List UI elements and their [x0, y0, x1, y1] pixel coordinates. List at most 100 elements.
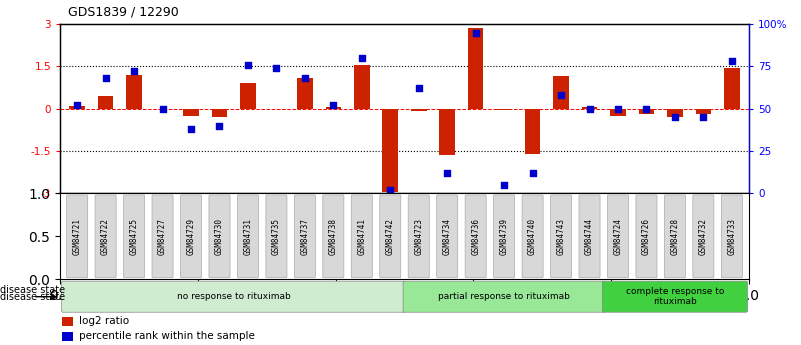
Point	[697, 114, 710, 120]
FancyBboxPatch shape	[62, 281, 406, 312]
Point	[526, 170, 539, 176]
FancyBboxPatch shape	[403, 281, 606, 312]
FancyBboxPatch shape	[237, 195, 259, 278]
Point	[242, 62, 255, 68]
Text: disease state: disease state	[0, 285, 65, 295]
Text: GSM84740: GSM84740	[528, 218, 537, 255]
Text: GSM84726: GSM84726	[642, 218, 651, 255]
Text: log2 ratio: log2 ratio	[78, 316, 129, 326]
Text: GSM84732: GSM84732	[699, 218, 708, 255]
FancyBboxPatch shape	[123, 195, 145, 278]
FancyBboxPatch shape	[522, 195, 543, 278]
FancyBboxPatch shape	[722, 195, 743, 278]
Text: GSM84729: GSM84729	[187, 218, 195, 255]
Point	[583, 106, 596, 111]
Point	[669, 114, 682, 120]
Point	[156, 106, 169, 111]
Bar	[638, 109, 654, 114]
FancyBboxPatch shape	[409, 195, 429, 278]
Text: GSM84739: GSM84739	[500, 218, 509, 255]
FancyBboxPatch shape	[323, 195, 344, 278]
FancyBboxPatch shape	[180, 195, 202, 278]
Point	[384, 187, 396, 193]
FancyBboxPatch shape	[550, 195, 572, 278]
FancyBboxPatch shape	[493, 195, 515, 278]
Bar	[127, 75, 142, 109]
Text: GSM84722: GSM84722	[101, 218, 110, 255]
Bar	[610, 109, 626, 116]
FancyBboxPatch shape	[437, 195, 457, 278]
Text: GSM84735: GSM84735	[272, 218, 281, 255]
Bar	[497, 109, 512, 110]
Bar	[468, 28, 484, 109]
Text: GSM84743: GSM84743	[557, 218, 566, 255]
Point	[497, 182, 510, 188]
Bar	[354, 65, 369, 109]
Point	[127, 69, 140, 74]
Bar	[582, 107, 598, 109]
Point	[554, 92, 567, 98]
Text: GSM84738: GSM84738	[329, 218, 338, 255]
Point	[726, 59, 739, 64]
Bar	[98, 96, 114, 109]
Text: GSM84725: GSM84725	[130, 218, 139, 255]
FancyBboxPatch shape	[294, 195, 316, 278]
Text: GSM84730: GSM84730	[215, 218, 224, 255]
Point	[270, 65, 283, 71]
Point	[469, 30, 482, 35]
Point	[213, 123, 226, 128]
Text: GSM84742: GSM84742	[386, 218, 395, 255]
Bar	[695, 109, 711, 114]
Text: percentile rank within the sample: percentile rank within the sample	[78, 332, 255, 342]
Point	[70, 102, 83, 108]
Bar	[325, 107, 341, 109]
Bar	[724, 68, 739, 109]
FancyBboxPatch shape	[579, 195, 600, 278]
FancyBboxPatch shape	[602, 281, 747, 312]
FancyBboxPatch shape	[266, 195, 287, 278]
Bar	[667, 109, 682, 117]
Point	[612, 106, 625, 111]
Text: GSM84728: GSM84728	[670, 218, 679, 255]
Bar	[62, 332, 73, 341]
FancyBboxPatch shape	[95, 195, 116, 278]
Bar	[240, 83, 256, 109]
FancyBboxPatch shape	[209, 195, 230, 278]
Text: disease state: disease state	[0, 292, 65, 302]
FancyBboxPatch shape	[664, 195, 686, 278]
FancyBboxPatch shape	[607, 195, 629, 278]
Bar	[211, 109, 227, 117]
FancyBboxPatch shape	[693, 195, 714, 278]
Text: GSM84733: GSM84733	[727, 218, 736, 255]
Bar	[440, 109, 455, 155]
FancyBboxPatch shape	[636, 195, 657, 278]
Point	[356, 55, 368, 61]
Point	[184, 126, 197, 132]
Point	[413, 86, 425, 91]
Text: GSM84724: GSM84724	[614, 218, 622, 255]
FancyBboxPatch shape	[152, 195, 173, 278]
Point	[640, 106, 653, 111]
Point	[99, 76, 112, 81]
Text: GSM84736: GSM84736	[471, 218, 480, 255]
Text: complete response to
rituximab: complete response to rituximab	[626, 287, 724, 306]
Text: GSM84744: GSM84744	[585, 218, 594, 255]
Text: GSM84723: GSM84723	[414, 218, 423, 255]
FancyBboxPatch shape	[352, 195, 372, 278]
Text: GSM84737: GSM84737	[300, 218, 309, 255]
Bar	[183, 109, 199, 116]
FancyBboxPatch shape	[66, 195, 87, 278]
Point	[327, 102, 340, 108]
Text: GSM84731: GSM84731	[244, 218, 252, 255]
Text: GDS1839 / 12290: GDS1839 / 12290	[68, 6, 179, 19]
Point	[441, 170, 453, 176]
Bar	[411, 109, 427, 111]
Bar	[297, 78, 312, 109]
Bar	[525, 109, 541, 154]
Point	[299, 76, 312, 81]
Text: GSM84721: GSM84721	[73, 218, 82, 255]
Text: no response to rituximab: no response to rituximab	[177, 292, 291, 301]
Bar	[553, 76, 569, 109]
Text: GSM84741: GSM84741	[357, 218, 366, 255]
Text: partial response to rituximab: partial response to rituximab	[438, 292, 570, 301]
